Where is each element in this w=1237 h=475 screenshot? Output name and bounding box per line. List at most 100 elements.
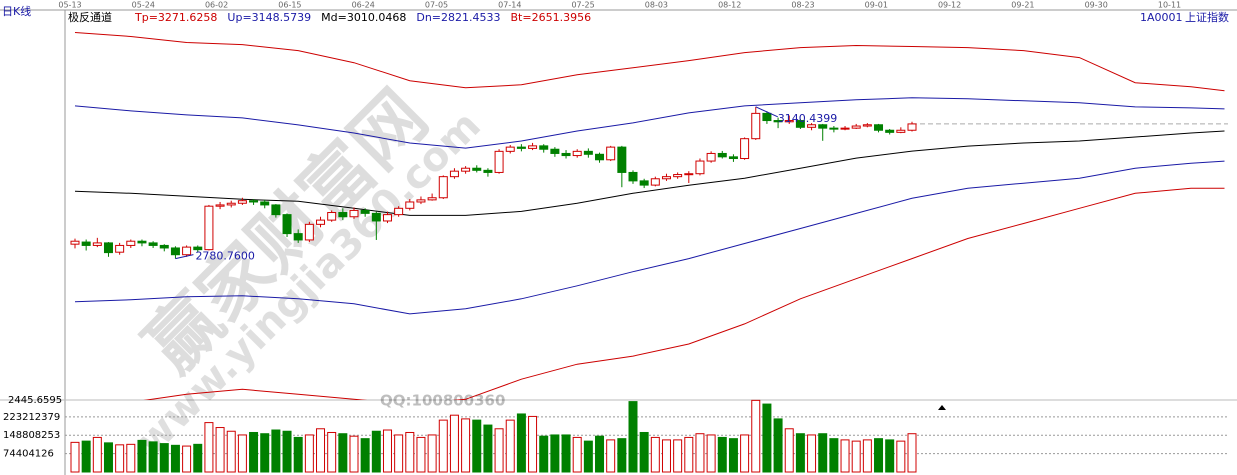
volume-bar xyxy=(595,435,605,473)
volume-bar xyxy=(271,429,281,473)
volume-bar xyxy=(405,431,415,473)
legend-entry: Dn=2821.4533 xyxy=(416,11,500,24)
band-line xyxy=(74,97,1225,149)
band-line xyxy=(74,32,1225,92)
candle-body xyxy=(472,167,482,171)
band-line xyxy=(74,160,1225,315)
volume-bar xyxy=(829,438,839,473)
stock-name: 上证指数 xyxy=(1185,10,1229,24)
candle-body xyxy=(193,246,203,251)
volume-bar xyxy=(807,434,817,473)
candle-body xyxy=(851,125,861,129)
candle-body xyxy=(282,214,292,235)
candle-body xyxy=(215,204,225,207)
volume-bar xyxy=(449,414,459,473)
candle-body xyxy=(405,201,415,209)
candle-body xyxy=(293,233,303,241)
volume-bar xyxy=(795,433,805,473)
volume-bar xyxy=(650,436,660,473)
candle-body xyxy=(81,241,91,246)
date-label: 05-24 xyxy=(132,1,155,10)
stock-code: 1A0001 xyxy=(1140,11,1183,24)
volume-bar xyxy=(751,399,761,473)
volume-bar xyxy=(371,430,381,473)
volume-bar xyxy=(126,443,136,473)
volume-bar xyxy=(249,431,259,473)
candle-body xyxy=(349,209,359,218)
candle-body xyxy=(706,152,716,162)
candle-body xyxy=(561,152,571,157)
volume-bar xyxy=(461,418,471,473)
candle-body xyxy=(271,204,281,216)
volume-bar xyxy=(885,439,895,473)
candle-body xyxy=(170,247,180,256)
watermark-text: QQ:100800360 xyxy=(380,392,505,410)
volume-bar xyxy=(416,436,426,473)
candle-body xyxy=(896,129,906,133)
band-line xyxy=(143,187,1225,400)
volume-bar xyxy=(226,430,236,473)
legend-entry: Bt=2651.3956 xyxy=(511,11,592,24)
volume-bar xyxy=(260,433,270,473)
volume-bar xyxy=(282,430,292,473)
candle-body xyxy=(673,174,683,178)
date-label: 08-12 xyxy=(718,1,741,10)
candle-body xyxy=(818,124,828,129)
candle-body xyxy=(728,156,738,160)
volume-bar xyxy=(673,439,683,473)
volume-bar xyxy=(840,439,850,473)
candle-body xyxy=(539,145,549,150)
volume-bar xyxy=(528,415,538,473)
candle-body xyxy=(639,180,649,186)
volume-bar xyxy=(639,431,649,473)
y-tick-label: 2445.6595 xyxy=(8,395,62,406)
candle-body xyxy=(427,197,437,201)
date-label: 06-15 xyxy=(278,1,301,10)
candle-body xyxy=(606,146,616,161)
candle-body xyxy=(717,152,727,158)
volume-bar xyxy=(583,440,593,473)
date-label: 10-11 xyxy=(1158,1,1181,10)
date-label: 07-14 xyxy=(498,1,521,10)
volume-bar xyxy=(606,439,616,473)
volume-bar xyxy=(784,428,794,473)
volume-bar xyxy=(483,424,493,473)
candle-body xyxy=(550,148,560,154)
volume-bar xyxy=(907,433,917,473)
volume-bar xyxy=(148,441,158,473)
volume-bar xyxy=(103,442,113,473)
volume-bar xyxy=(572,436,582,473)
volume-bar xyxy=(561,434,571,473)
candle-body xyxy=(862,124,872,127)
candle-body xyxy=(762,112,772,122)
candle-body xyxy=(327,212,337,221)
candle-body xyxy=(449,170,459,178)
volume-bar xyxy=(293,436,303,473)
volume-bar xyxy=(92,436,102,473)
candle-body xyxy=(628,171,638,182)
chart-title: 日K线 xyxy=(2,4,31,18)
candle-body xyxy=(416,199,426,203)
volume-bar xyxy=(505,419,515,473)
volume-bar xyxy=(472,419,482,473)
volume-bar xyxy=(740,434,750,473)
band-line xyxy=(74,130,1225,216)
volume-bar xyxy=(684,436,694,473)
volume-bar xyxy=(539,435,549,473)
volume-bar xyxy=(159,443,169,473)
volume-bar xyxy=(338,433,348,473)
volume-bar xyxy=(170,444,180,473)
volume-bar xyxy=(304,434,314,473)
volume-bar xyxy=(773,418,783,473)
candle-body xyxy=(260,201,270,206)
volume-bar xyxy=(394,434,404,473)
volume-bar xyxy=(237,434,247,473)
candle-body xyxy=(159,244,169,249)
volume-bar xyxy=(862,439,872,473)
volume-bar xyxy=(874,438,884,473)
date-label: 09-21 xyxy=(1011,1,1034,10)
volume-bar xyxy=(516,413,526,473)
volume-bar xyxy=(617,438,627,473)
candle-body xyxy=(249,200,259,203)
